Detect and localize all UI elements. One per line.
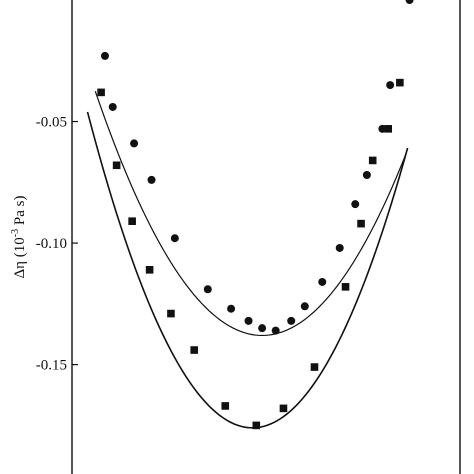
y-axis-title: Δη (10-3 Pa s)	[10, 196, 28, 279]
circle-data-point	[227, 304, 236, 313]
circle-series-fit-curve	[94, 90, 407, 337]
square-data-point	[341, 283, 350, 291]
circle-data-point	[244, 316, 253, 325]
circle-data-point	[130, 139, 139, 148]
square-data-point	[167, 309, 175, 318]
y-axis-title-exponent: -3	[10, 229, 21, 237]
square-data-point	[279, 404, 288, 413]
circle-data-point	[351, 200, 360, 209]
square-data-point	[97, 88, 105, 97]
square-data-point	[252, 421, 261, 430]
y-axis-ticks: -0.05 -0.10 -0.15	[36, 115, 78, 374]
square-data-point	[145, 266, 154, 274]
square-series-fit-curve	[86, 111, 409, 429]
y-tick-label: -0.15	[36, 358, 67, 374]
square-data-point	[384, 125, 393, 133]
square-data-point	[190, 346, 199, 354]
circle-data-point	[386, 81, 395, 90]
circle-data-point	[318, 277, 327, 286]
circle-data-point	[147, 175, 156, 184]
circle-data-point	[271, 326, 280, 335]
square-data-point	[357, 219, 365, 228]
fit-curves	[86, 90, 409, 429]
circle-data-point	[287, 316, 296, 325]
circle-data-point	[100, 51, 109, 60]
circle-data-point	[300, 302, 309, 311]
circle-data-point	[170, 234, 179, 243]
data-points	[97, 0, 414, 430]
square-data-point	[128, 217, 136, 225]
circle-data-point	[405, 0, 414, 4]
square-data-point	[221, 402, 230, 410]
y-tick-label: -0.05	[36, 115, 67, 131]
y-tick-label: -0.10	[36, 236, 67, 252]
circle-data-point	[258, 324, 267, 333]
square-data-point	[396, 78, 404, 87]
square-data-point	[368, 156, 377, 165]
circle-data-point	[362, 171, 371, 180]
square-data-point	[112, 161, 121, 170]
circle-data-point	[203, 285, 212, 294]
square-data-point	[310, 363, 319, 371]
circle-data-point	[378, 124, 387, 133]
circle-data-point	[335, 243, 344, 252]
circle-data-point	[108, 102, 117, 111]
